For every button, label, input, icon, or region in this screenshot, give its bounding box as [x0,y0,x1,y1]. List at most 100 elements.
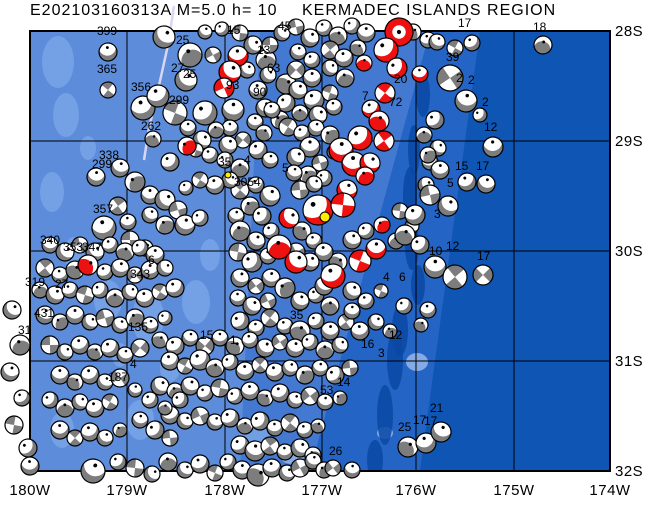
event-number-label: 1 [230,333,237,347]
focal-mechanism [110,368,130,388]
event-number-label: 25 [176,33,190,47]
focal-mechanism [422,108,445,130]
event-number-label: 27 [55,277,69,291]
focal-mechanism-red [355,54,373,73]
focal-mechanism [40,335,60,355]
event-number-label: 262 [141,119,161,133]
focal-mechanism [125,458,145,478]
event-number-label: 63 [267,61,281,75]
focal-mechanism [206,464,224,482]
event-number-label: 25 [398,420,412,434]
focal-mechanism [251,356,269,374]
event-number-label: 3 [434,207,441,221]
event-number-label: 10 [429,244,443,258]
focal-mechanism [393,295,413,315]
focal-mechanism [168,200,188,220]
event-number-label: 15 [227,23,241,37]
focal-mechanism [176,357,194,375]
focal-mechanism [151,283,169,301]
focal-mechanism [278,117,298,137]
focal-mechanism [299,136,321,158]
focal-mechanism [290,180,310,200]
event-number-label: 17 [424,414,438,428]
event-number-label: 27 [171,61,185,75]
plot-title-region: KERMADEC ISLANDS REGION [302,2,557,19]
event-number-label: 347 [82,240,102,254]
focal-mechanism [119,212,137,231]
focal-mechanism [98,335,120,358]
event-number-label: 21 [430,401,444,415]
focal-mechanism-red [373,130,395,152]
event-number-label: 16 [361,337,375,351]
focal-mechanism-red [374,82,396,104]
focal-mechanism [168,389,189,409]
event-number-label: 356 [131,80,151,94]
focal-mechanism [260,436,280,456]
focal-mechanism [15,436,38,458]
focal-mechanism [254,124,273,144]
focal-mechanism-red [348,249,372,273]
focal-mechanism [356,290,375,310]
focal-mechanism [90,213,117,241]
x-tick-label: 178W [204,482,246,499]
event-number-label: 399 [97,24,117,38]
focal-mechanism [241,329,259,349]
x-tick-label: 180W [9,482,51,499]
focal-mechanism [446,39,464,57]
focal-mechanism [130,338,150,358]
event-number-label: 35 [218,155,232,169]
focal-mechanism [35,258,55,278]
event-number-label: 299 [92,157,112,171]
focal-mechanism [321,84,339,102]
event-number-label: 5 [447,176,454,190]
focal-mechanism-red [344,121,373,151]
focal-mechanism [108,196,128,216]
focal-mechanism [430,418,453,443]
event-number-label: 340 [40,233,60,247]
epicenter-marker [319,211,331,223]
event-number-label: 13 [257,43,271,57]
focal-mechanism [204,46,222,64]
focal-mechanism [142,418,165,440]
event-number-label: 26 [329,444,343,458]
focal-mechanism [472,264,494,286]
focal-mechanism-red [330,192,356,218]
event-number-label: 20 [394,72,408,86]
focal-mechanism [150,331,169,351]
focal-mechanism [110,156,130,178]
focal-mechanism [286,389,305,409]
focal-mechanism [286,60,306,80]
x-tick-label: 177W [301,482,343,499]
event-number-label: 90 [253,85,267,99]
event-number-label: 15 [455,159,469,173]
event-number-label: 2 [456,71,463,85]
event-number-label: 45 [278,19,292,33]
focal-mechanism [99,81,117,99]
focal-mechanism [373,283,389,299]
focal-mechanism [300,386,320,406]
focal-mechanism-red [383,55,408,79]
focal-mechanism [116,345,134,364]
event-number-label: 12 [484,120,498,134]
event-number-label: 319 [25,275,45,289]
focal-mechanism [442,264,468,290]
focal-mechanism [194,381,214,402]
y-tick-label: 28S [615,23,644,40]
y-tick-label: 30S [615,243,644,260]
event-number-label: 2 [468,73,475,87]
focal-mechanism [394,436,419,461]
focal-mechanism [291,104,309,122]
epicenter-marker [224,171,232,179]
event-number-label: 12 [389,328,403,342]
focal-mechanism [31,281,49,300]
focal-mechanism [223,385,244,405]
y-tick-label: 31S [615,353,644,370]
focal-mechanism [320,40,340,60]
event-number-label: 25 [183,67,197,81]
x-tick-label: 179W [106,482,148,499]
focal-mechanism [177,178,194,196]
focal-mechanism [210,378,230,398]
event-number-label: 15 [200,328,214,342]
event-number-label: 7 [362,89,369,103]
event-number-label: 338 [99,148,119,162]
